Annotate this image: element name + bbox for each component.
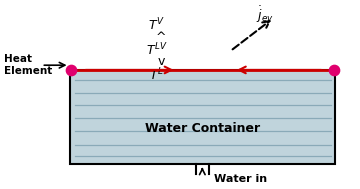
Text: Water in: Water in [214, 174, 267, 184]
Text: v: v [158, 56, 165, 68]
Text: $T^L$: $T^L$ [149, 66, 164, 83]
Point [68, 68, 74, 71]
Bar [70, 70, 335, 164]
Text: $\dot{j}_{ev}$: $\dot{j}_{ev}$ [256, 5, 274, 25]
Point [331, 68, 337, 71]
Text: Heat
Element: Heat Element [4, 54, 52, 76]
Text: Water Container: Water Container [145, 122, 260, 135]
Text: $T^V$: $T^V$ [148, 16, 165, 33]
Text: $T^{LV}$: $T^{LV}$ [146, 42, 167, 58]
Text: ^: ^ [156, 31, 167, 44]
